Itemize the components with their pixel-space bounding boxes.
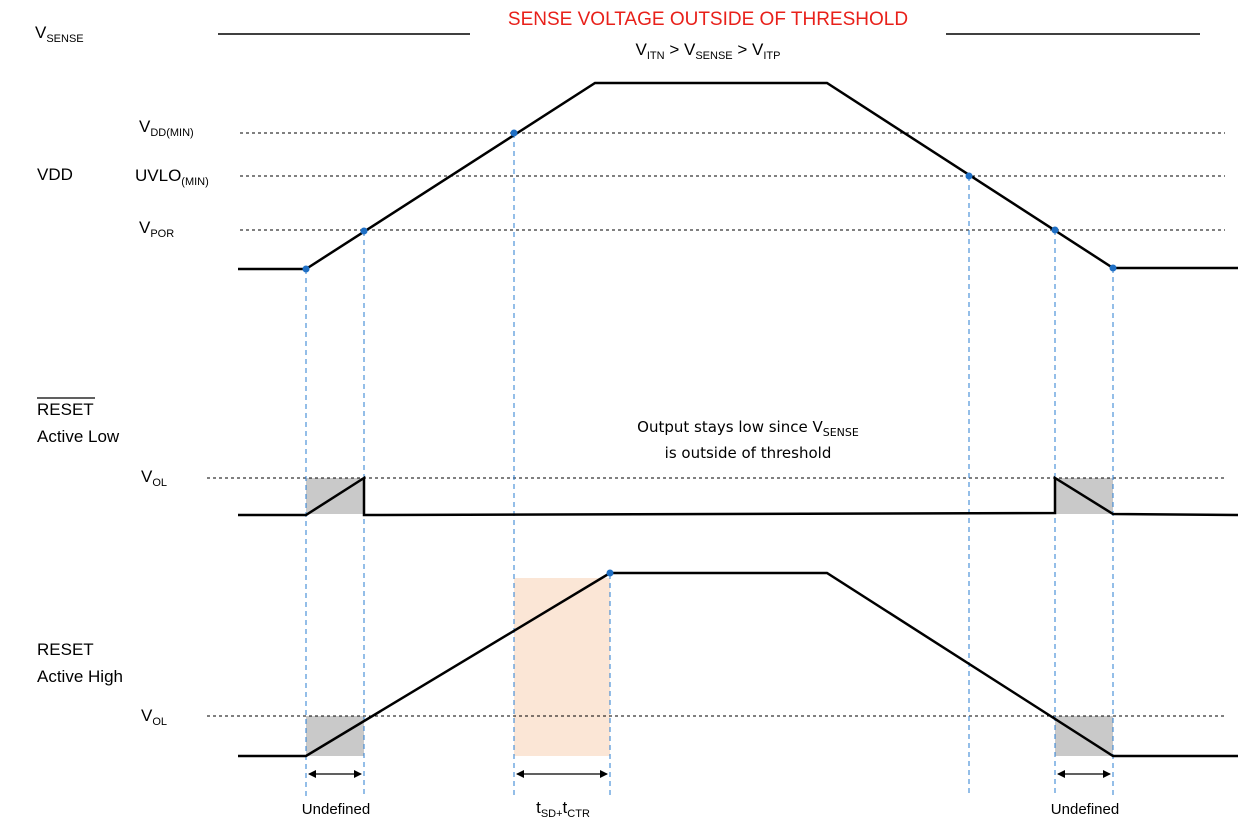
banner-condition: VITN > VSENSE > VITP	[636, 40, 781, 62]
reset-n-label: RESET	[37, 400, 94, 419]
output-note-line2: is outside of threshold	[665, 444, 832, 462]
vsense-label: VSENSE	[35, 23, 84, 45]
timing-arrow	[516, 770, 608, 778]
banner-title: SENSE VOLTAGE OUTSIDE OF THRESHOLD	[508, 9, 908, 30]
reset-n-sublabel: Active Low	[37, 427, 120, 446]
marker-point	[1109, 264, 1117, 272]
marker-point	[1051, 226, 1059, 234]
undefined-label-left: Undefined	[302, 801, 370, 818]
undefined-label-right: Undefined	[1051, 801, 1119, 818]
uvlo-label: UVLO(MIN)	[135, 166, 209, 188]
reset-sublabel: Active High	[37, 667, 123, 686]
undefined-arrow-left	[308, 770, 362, 778]
reset-waveform	[238, 571, 1238, 758]
undefined-arrow-right	[1057, 770, 1111, 778]
output-note-line1: Output stays low since VSENSE	[637, 418, 859, 439]
vol-label-reset-n: VOL	[141, 467, 167, 489]
timing-label: tSD+tCTR	[536, 798, 590, 820]
vol-label-reset: VOL	[141, 706, 167, 728]
marker-point	[606, 569, 614, 577]
reset-label: RESET	[37, 640, 94, 659]
vddmin-label: VDD(MIN)	[139, 117, 194, 139]
delay-region-reset	[514, 578, 610, 756]
vdd-label: VDD	[37, 165, 73, 184]
marker-point	[302, 265, 310, 273]
marker-point	[510, 129, 518, 137]
marker-point	[360, 227, 368, 235]
vdd-waveform	[238, 81, 1238, 271]
marker-point	[965, 172, 973, 180]
vpor-label: VPOR	[139, 218, 174, 240]
reset-n-waveform	[238, 475, 1238, 517]
